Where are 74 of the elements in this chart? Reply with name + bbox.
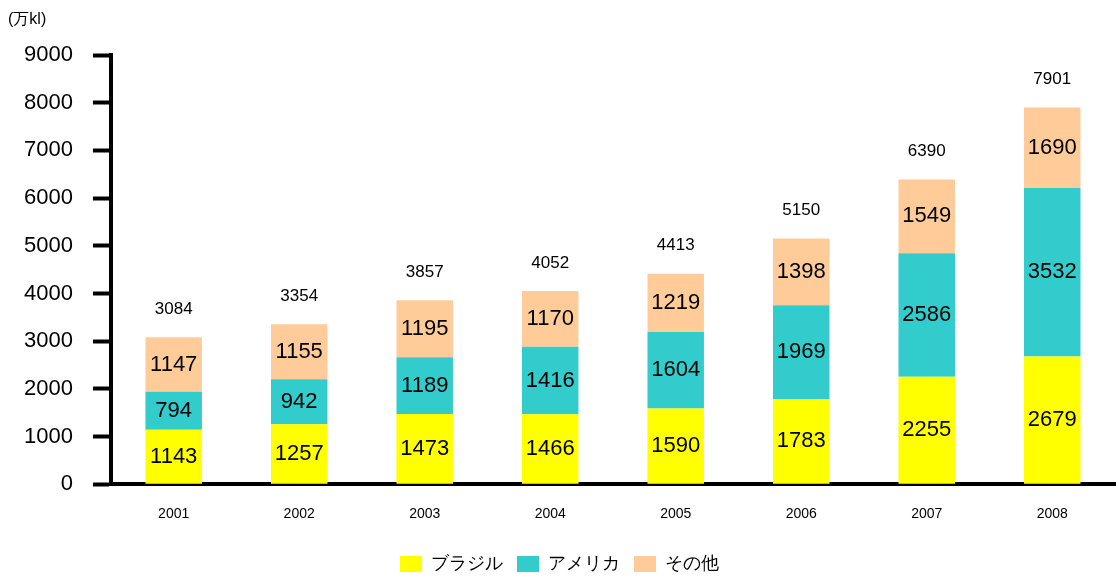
data-label: 1170 <box>526 304 574 330</box>
y-axis-title: (万kl) <box>8 10 47 28</box>
data-label: 1189 <box>401 371 449 397</box>
bar <box>521 290 579 347</box>
bar <box>772 399 830 484</box>
data-label: 2586 <box>902 301 952 327</box>
total-label: 4413 <box>656 235 695 255</box>
bar <box>396 300 453 358</box>
data-label: 1473 <box>400 434 450 460</box>
data-label: 1219 <box>651 288 701 314</box>
bar <box>898 253 955 377</box>
data-label: 1690 <box>1027 133 1077 159</box>
legend-label: アメリカ <box>548 552 620 573</box>
data-label: 2679 <box>1027 406 1077 432</box>
x-tick-label: 2003 <box>409 505 441 522</box>
data-label: 1466 <box>525 435 575 461</box>
bar <box>145 429 202 484</box>
bar <box>1024 188 1081 357</box>
bar <box>647 331 704 409</box>
data-label: 2255 <box>902 416 952 442</box>
data-label: 1398 <box>776 258 826 283</box>
y-tick-label: 7000 <box>23 136 73 162</box>
total-label: 3354 <box>280 285 319 305</box>
legend-label: その他 <box>665 552 719 573</box>
bar <box>772 305 830 400</box>
bar <box>270 424 328 484</box>
data-label: 1783 <box>776 427 826 453</box>
x-tick-label: 2005 <box>660 505 692 522</box>
bar <box>145 337 202 392</box>
x-tick-label: 2002 <box>283 505 315 522</box>
y-tick-label: 0 <box>60 470 73 496</box>
bar <box>898 376 955 484</box>
data-label: 1549 <box>902 202 952 228</box>
data-label: 1195 <box>401 314 449 340</box>
y-tick-label: 8000 <box>23 88 73 114</box>
legend-label: ブラジル <box>431 552 503 573</box>
data-label: 3532 <box>1027 258 1077 284</box>
data-label: 942 <box>280 387 318 413</box>
bar <box>647 273 704 332</box>
y-tick-label: 6000 <box>23 184 73 210</box>
x-tick-label: 2006 <box>785 505 818 522</box>
bar <box>898 179 955 254</box>
bar <box>647 408 704 484</box>
y-tick-label: 3000 <box>23 327 73 353</box>
data-label: 1155 <box>275 337 323 363</box>
total-label: 7901 <box>1033 69 1072 89</box>
y-tick-label: 4000 <box>23 279 73 305</box>
bar <box>521 346 579 415</box>
total-label: 3857 <box>405 261 444 281</box>
bar <box>1024 107 1081 188</box>
bar <box>521 414 579 484</box>
x-tick-label: 2007 <box>911 505 943 522</box>
data-label: 1590 <box>651 432 701 458</box>
y-tick-label: 5000 <box>23 231 73 257</box>
total-label: 5150 <box>782 200 821 220</box>
total-label: 6390 <box>907 141 946 161</box>
y-tick-label: 2000 <box>23 374 73 400</box>
bar <box>396 357 453 414</box>
x-tick-label: 2004 <box>534 505 566 522</box>
bar <box>396 413 453 484</box>
data-label: 1604 <box>651 356 701 382</box>
y-tick-label: 9000 <box>23 41 73 67</box>
data-label: 1147 <box>150 350 198 376</box>
data-label: 1143 <box>150 442 198 468</box>
bar <box>1024 356 1081 484</box>
total-label: 3084 <box>154 298 193 318</box>
x-tick-label: 2008 <box>1036 505 1069 522</box>
data-label: 1257 <box>274 440 324 466</box>
y-tick-label: 1000 <box>23 422 73 448</box>
total-label: 4052 <box>531 252 570 272</box>
data-label: 794 <box>155 396 193 422</box>
data-label: 1416 <box>525 366 575 392</box>
data-label: 1969 <box>776 338 826 364</box>
x-tick-label: 2001 <box>158 505 190 522</box>
